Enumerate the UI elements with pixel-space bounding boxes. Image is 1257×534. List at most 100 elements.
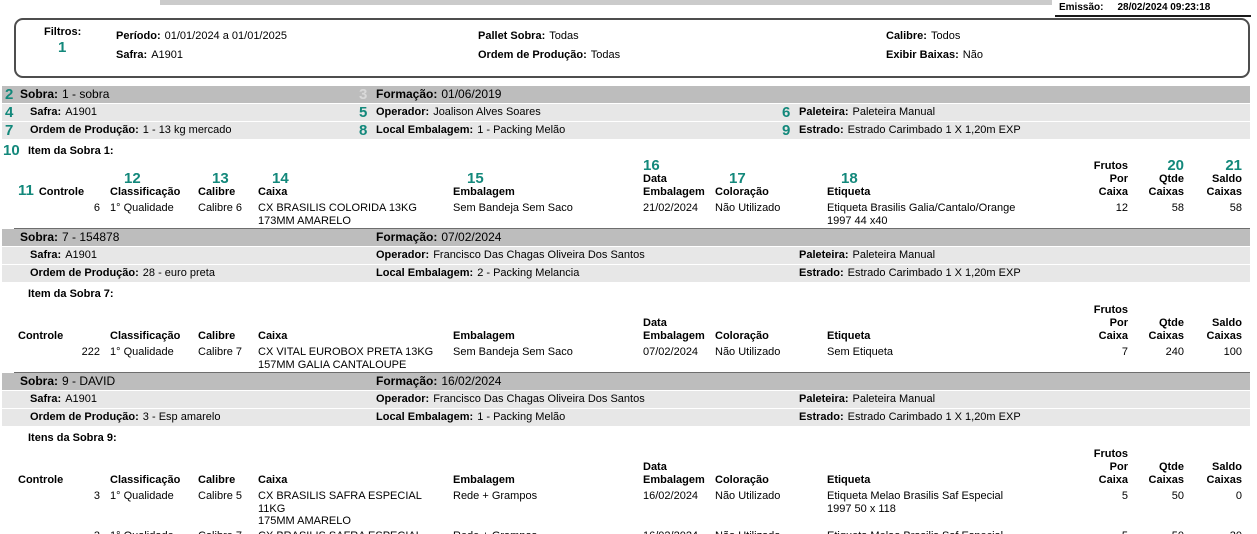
mark-5: 5 bbox=[359, 104, 368, 121]
items-table: Controle Classificação Calibre Caixa Emb… bbox=[14, 303, 1250, 373]
col-calibre: Calibre bbox=[198, 474, 236, 486]
items-table: Controle Classificação Calibre Caixa Emb… bbox=[14, 447, 1250, 534]
mark-21: 21 bbox=[1225, 157, 1242, 174]
col-coloracao: Coloração bbox=[715, 474, 769, 486]
sobra-section-9: Sobra: 9 - DAVID Formação: 16/02/2024 Safr… bbox=[0, 373, 1257, 534]
cell-coloracao: Não Utilizado bbox=[715, 346, 781, 358]
filter-ordem-producao: Ordem de Produção: Todas bbox=[478, 49, 621, 61]
table-header-row: 11 Controle 12 Classificação 13 Calibre 14 C… bbox=[14, 144, 1250, 201]
operador-field: Operador: Francisco Das Chagas Oliveira D… bbox=[376, 249, 645, 261]
paleteira-field: Paleteira: Paleteira Manual bbox=[799, 249, 936, 261]
ordem-producao-field: Ordem de Produção: 1 - 13 kg mercado bbox=[30, 124, 232, 136]
col-saldo-caixas: Saldo Caixas bbox=[1206, 461, 1242, 486]
cell-qtde: 240 bbox=[1165, 346, 1184, 358]
emission-stamp: Emissão: 28/02/2024 09:23:18 bbox=[1055, 1, 1251, 17]
cell-calibre: Calibre 5 bbox=[198, 490, 243, 502]
cell-classificacao: 1° Qualidade bbox=[110, 202, 174, 214]
safra-field: Safra: A1901 bbox=[30, 106, 97, 118]
cell-caixa: CX BRASILIS SAFRA ESPECIAL 11KG 175MM AM… bbox=[258, 490, 422, 527]
mark-7: 7 bbox=[5, 122, 14, 139]
cell-controle: 3 bbox=[14, 529, 104, 534]
cell-classificacao: 1° Qualidade bbox=[110, 346, 174, 358]
sobra-9-detail-row-2: Ordem de Produção: 3 - Esp amarelo Local … bbox=[2, 409, 1250, 427]
col-classificacao: Classificação bbox=[110, 474, 181, 486]
item-title: 10 Item da Sobra 1: bbox=[0, 140, 1257, 158]
mark-20: 20 bbox=[1167, 157, 1184, 174]
col-etiqueta: Etiqueta bbox=[827, 330, 871, 342]
filter-pallet-sobra: Pallet Sobra: Todas bbox=[478, 30, 579, 42]
col-etiqueta: Etiqueta bbox=[827, 474, 871, 486]
cell-controle: 222 bbox=[81, 346, 100, 358]
filter-periodo: Período: 01/01/2024 a 01/01/2025 bbox=[116, 30, 287, 42]
cell-coloracao: Não Utilizado bbox=[709, 529, 821, 534]
estrado-field: Estrado: Estrado Carimbado 1 X 1,20m EXP bbox=[799, 124, 1021, 136]
mark-14: 14 bbox=[272, 170, 289, 187]
safra-field: Safra: A1901 bbox=[30, 393, 97, 405]
sobra-title: Sobra: 1 - sobra bbox=[20, 87, 110, 101]
cell-etiqueta: Etiqueta Melao Brasilis Saf Especial 199… bbox=[821, 529, 1074, 534]
local-embalagem-field: Local Embalagem: 2 - Packing Melancia bbox=[376, 267, 580, 279]
table-row: 222 1° Qualidade Calibre 7 CX VITAL EURO… bbox=[14, 345, 1250, 373]
cell-caixa: CX VITAL EUROBOX PRETA 13KG 157MM GALIA … bbox=[258, 346, 434, 371]
operador-field: Operador: Francisco Das Chagas Oliveira D… bbox=[376, 393, 645, 405]
col-qtde-caixas: Qtde Caixas bbox=[1148, 461, 1184, 486]
cell-coloracao: Não Utilizado bbox=[715, 202, 781, 214]
col-data-embalagem: Data Embalagem bbox=[643, 461, 705, 486]
cell-data-embalagem: 16/02/2024 bbox=[637, 529, 709, 534]
formacao-field: Formação: 16/02/2024 bbox=[376, 374, 502, 388]
local-embalagem-field: Local Embalagem: 1 - Packing Melão bbox=[376, 411, 566, 423]
cell-data-embalagem: 07/02/2024 bbox=[643, 346, 699, 358]
cell-frutos: 5 bbox=[1121, 490, 1128, 502]
ordem-producao-field: Ordem de Produção: 3 - Esp amarelo bbox=[30, 411, 221, 423]
cell-qtde: 58 bbox=[1171, 202, 1184, 214]
cell-embalagem: Rede + Grampos bbox=[447, 529, 637, 534]
cell-calibre: Calibre 7 bbox=[198, 346, 243, 358]
table-row: 6 1° Qualidade Calibre 6 CX BRASILIS COL… bbox=[14, 201, 1250, 229]
cell-saldo: 0 bbox=[1235, 490, 1242, 502]
mark-18: 18 bbox=[841, 170, 858, 187]
col-embalagem: Embalagem bbox=[453, 330, 515, 342]
local-embalagem-field: Local Embalagem: 1 - Packing Melão bbox=[376, 124, 566, 136]
ordem-producao-field: Ordem de Produção: 28 - euro preta bbox=[30, 267, 215, 279]
mark-12: 12 bbox=[124, 170, 141, 187]
table-header-row: Controle Classificação Calibre Caixa Emb… bbox=[14, 447, 1250, 489]
mark-6: 6 bbox=[782, 104, 791, 121]
item-title: Itens da Sobra 9: bbox=[0, 427, 1257, 445]
cell-etiqueta: Etiqueta Brasilis Galia/Cantalo/Orange 1… bbox=[827, 202, 1016, 227]
mark-4: 4 bbox=[5, 104, 14, 121]
col-qtde-caixas: 20 Qtde Caixas bbox=[1136, 144, 1192, 201]
cell-etiqueta: Etiqueta Melao Brasilis Saf Especial 199… bbox=[827, 490, 1004, 515]
col-qtde-caixas: Qtde Caixas bbox=[1148, 317, 1184, 342]
sobra-section-1: 2 Sobra: 1 - sobra 3 Formação: 01/06/2019 … bbox=[0, 86, 1257, 229]
col-coloracao: 17 Coloração bbox=[709, 144, 821, 201]
col-frutos-por-caixa: Frutos Por Caixa bbox=[1093, 448, 1128, 486]
cell-data-embalagem: 21/02/2024 bbox=[643, 202, 699, 214]
col-controle: 11 Controle bbox=[18, 182, 85, 199]
mark-3: 3 bbox=[359, 86, 368, 103]
col-data-embalagem: Data Embalagem bbox=[643, 317, 705, 342]
sobra-section-7: Sobra: 7 - 154878 Formação: 07/02/2024 Saf… bbox=[0, 229, 1257, 373]
cell-controle: 6 bbox=[93, 202, 100, 214]
cell-calibre: Calibre 6 bbox=[198, 202, 243, 214]
cell-etiqueta: Sem Etiqueta bbox=[827, 346, 894, 358]
mark-2: 2 bbox=[5, 86, 14, 103]
col-saldo-caixas: 21 Saldo Caixas bbox=[1192, 144, 1250, 201]
col-controle: Controle bbox=[18, 474, 64, 486]
col-etiqueta: 18 Etiqueta bbox=[821, 144, 1074, 201]
col-data-embalagem: 16 Data Embalagem bbox=[643, 157, 705, 198]
col-caixa: Caixa bbox=[258, 330, 288, 342]
cell-classificacao: 1° Qualidade bbox=[104, 529, 192, 534]
estrado-field: Estrado: Estrado Carimbado 1 X 1,20m EXP bbox=[799, 411, 1021, 423]
cell-coloracao: Não Utilizado bbox=[715, 490, 781, 502]
safra-field: Safra: A1901 bbox=[30, 249, 97, 261]
sobra-1-header-band: 2 Sobra: 1 - sobra 3 Formação: 01/06/2019 bbox=[2, 86, 1250, 104]
formacao-field: Formação: 01/06/2019 bbox=[376, 87, 502, 101]
sobra-7-detail-row-2: Ordem de Produção: 28 - euro preta Local … bbox=[2, 265, 1250, 283]
formacao-field: Formação: 07/02/2024 bbox=[376, 230, 502, 244]
mark-15: 15 bbox=[467, 170, 484, 187]
cell-embalagem: Rede + Grampos bbox=[453, 490, 538, 502]
sobra-1-detail-row-2: 7 Ordem de Produção: 1 - 13 kg mercado 8 … bbox=[2, 122, 1250, 140]
table-row: 3 1° Qualidade Calibre 7 CX BRASILIS SAF… bbox=[14, 529, 1250, 534]
mark-10: 10 bbox=[3, 142, 20, 159]
